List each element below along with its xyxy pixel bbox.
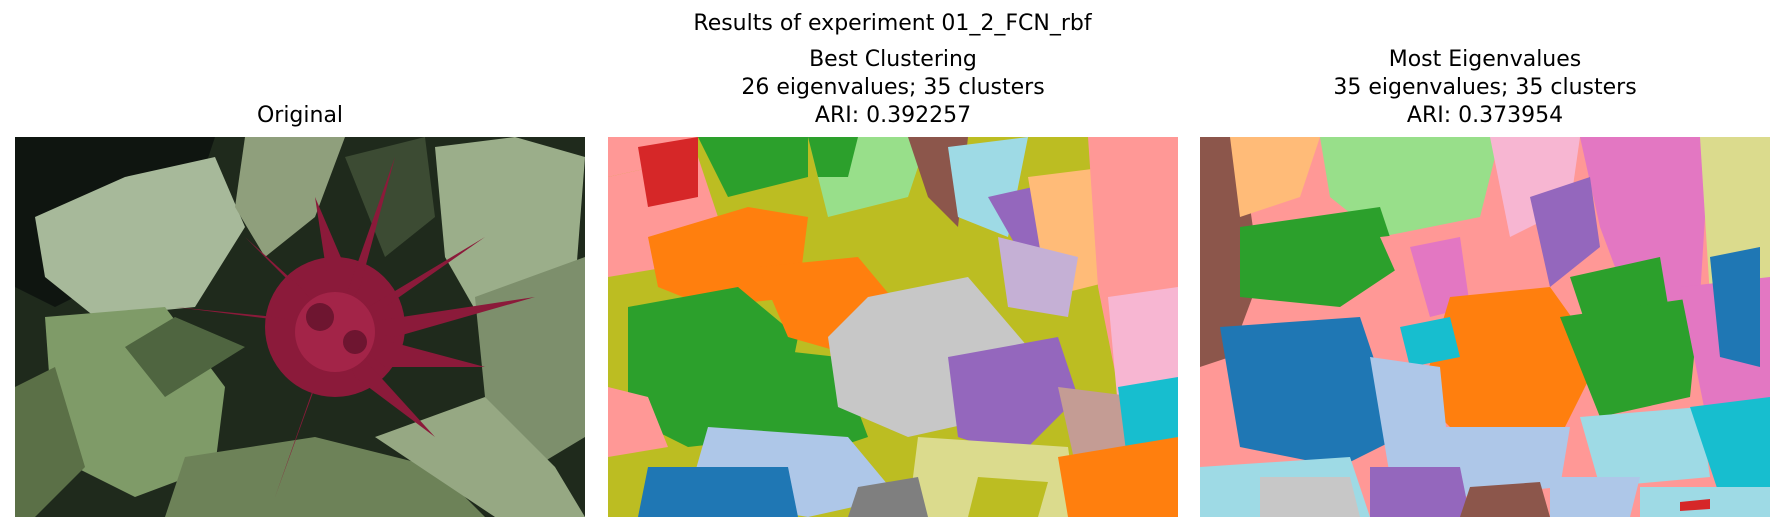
panel-title-line: Most Eigenvalues xyxy=(1388,47,1582,72)
panel-title-most-eigenvalues: Most Eigenvalues 35 eigenvalues; 35 clus… xyxy=(1200,46,1770,130)
panel-title-line: Original xyxy=(256,103,344,128)
most-eigenvalues-image xyxy=(1200,137,1770,517)
best-clustering-segmentation xyxy=(608,137,1178,517)
panel-title-line: 35 eigenvalues; 35 clusters xyxy=(1333,75,1637,100)
panel-title-original: Original xyxy=(15,102,585,130)
panel-title-line: ARI: 0.392257 xyxy=(814,103,972,128)
panel-title-line: Best Clustering xyxy=(809,47,977,72)
most-eigenvalues-segmentation xyxy=(1200,137,1770,517)
best-clustering-image xyxy=(608,137,1178,517)
panel-title-line: ARI: 0.373954 xyxy=(1406,103,1564,128)
original-image xyxy=(15,137,585,517)
figure-suptitle: Results of experiment 01_2_FCN_rbf xyxy=(693,11,1092,36)
panel-title-line: 26 eigenvalues; 35 clusters xyxy=(741,75,1045,100)
panel-title-best-clustering: Best Clustering 26 eigenvalues; 35 clust… xyxy=(608,46,1178,130)
original-photo-drawing xyxy=(15,137,585,517)
